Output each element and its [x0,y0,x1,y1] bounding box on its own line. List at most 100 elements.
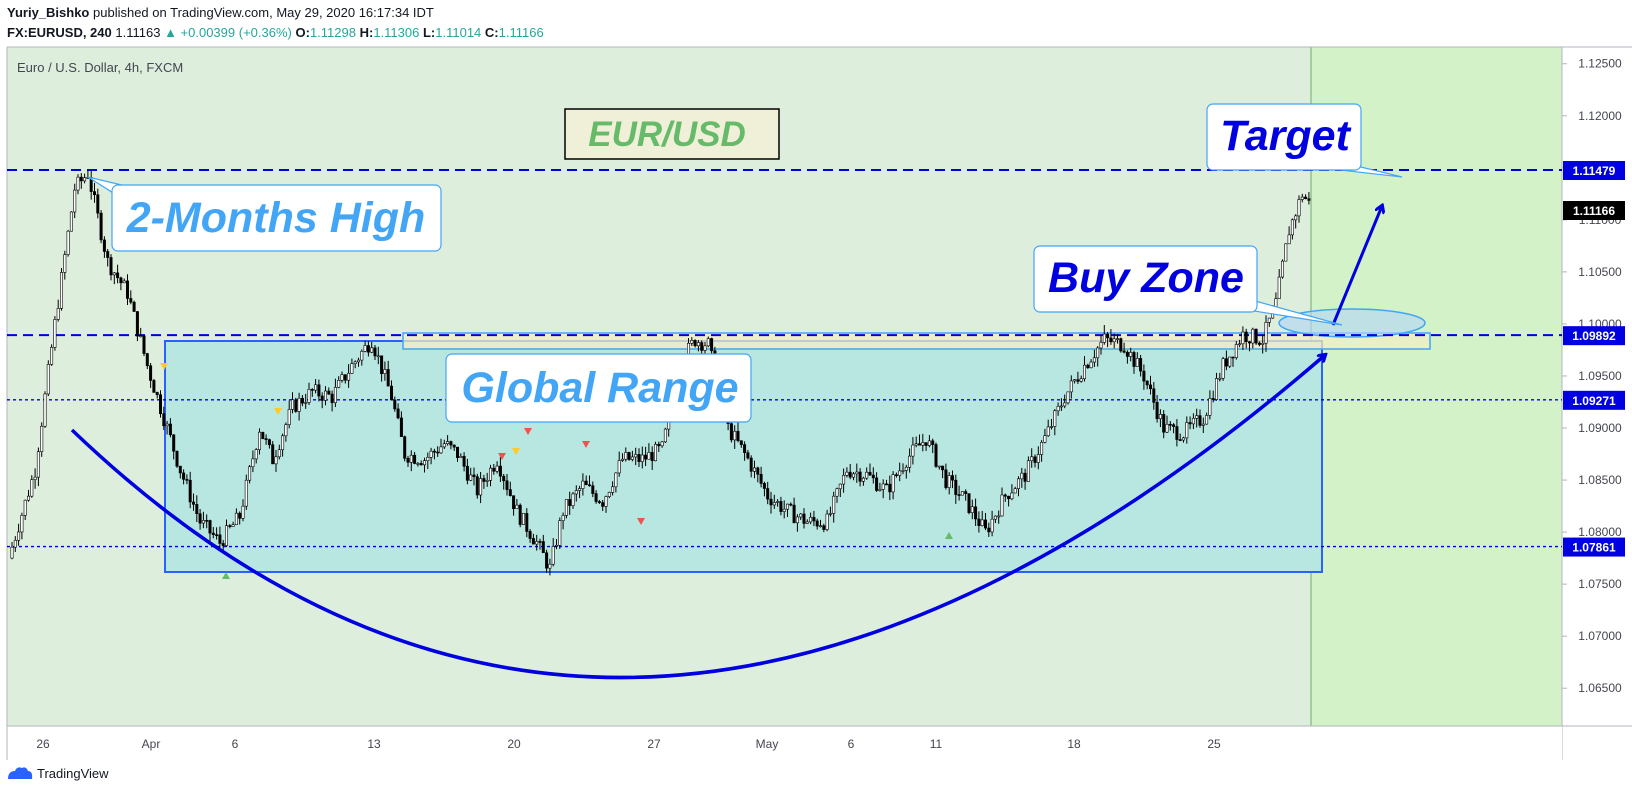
last-price: 1.11163 [115,25,161,40]
last-price-label: 1.11166 [1573,204,1615,218]
candle-body [241,505,245,519]
candle-body [13,539,17,548]
candle-body [1244,331,1248,342]
candle-body [386,369,390,387]
candle-body [1251,328,1255,344]
candle-body [360,351,364,361]
caution-marker [512,448,520,455]
candle-body [23,499,27,516]
candle-body [403,436,407,459]
candle-body [93,191,97,196]
candle-body [710,338,714,352]
candle-body [1066,391,1070,404]
candle-body [429,450,433,458]
candle-body [363,345,367,352]
candle-body [469,474,473,481]
candle-body [838,483,842,490]
candle-body [380,355,384,375]
candle-body [614,472,618,488]
candle-body [1053,410,1057,427]
sell-marker [498,453,506,460]
candle-body [413,454,417,464]
candle-body [1205,415,1209,425]
candle-body [1185,422,1189,439]
candle-body [1099,342,1103,349]
y-tick-label: 1.08500 [1578,473,1622,487]
candle-body [950,475,954,481]
candle-body [818,525,822,528]
candle-body [693,340,697,347]
candle-body [198,513,202,524]
author-name[interactable]: Yuriy_Bishko [7,5,90,20]
candle-body [376,355,380,358]
candle-body [881,483,885,490]
candle-body [792,504,796,524]
candle-body [541,541,545,554]
candle-body [465,465,469,481]
candle-body [1172,424,1176,427]
candle-body [627,452,631,460]
candle-body [416,463,420,465]
candle-body [59,272,63,309]
candle-body [581,480,585,489]
candle-body [1152,388,1156,403]
footer-brand[interactable]: TradingView [6,765,109,781]
candle-body [1020,472,1024,480]
candle-body [795,516,799,524]
candle-body [106,251,110,258]
candle-body [1007,495,1011,500]
candle-body [1294,215,1298,221]
candle-body [548,563,552,569]
candle-body [1182,437,1186,441]
candle-body [1083,364,1087,380]
chart[interactable]: 1.125001.120001.115001.110001.105001.100… [0,0,1632,760]
candle-body [152,380,156,393]
candle-body [1297,199,1301,217]
candle-body [799,513,803,518]
candle-body [825,513,829,530]
candle-body [492,467,496,472]
candle-body [977,518,981,526]
x-tick-label: 13 [367,737,381,751]
candle-body [347,373,351,381]
candle-body [399,417,403,437]
candle-body [40,425,44,452]
candle-body [875,477,879,491]
candle-body [584,480,588,486]
candle-body [983,519,987,529]
candle-body [218,534,222,544]
candle-body [337,380,341,388]
buy-callout-text: Buy Zone [1048,254,1244,302]
buy-zone-strip [402,332,1431,350]
open-label: O: [295,25,310,40]
candle-body [1003,494,1007,497]
candle-body [993,515,997,520]
candle-body [221,543,225,546]
candle-body [446,441,450,444]
tradingview-logo-icon [8,767,33,779]
candle-body [1221,358,1225,379]
candle-body [406,457,410,463]
high-callout-box [111,184,442,252]
candle-body [1010,492,1014,500]
candle-body [868,471,872,476]
candle-body [436,451,440,454]
candle-body [274,456,278,465]
candle-body [663,428,667,443]
candle-body [640,454,644,462]
high-callout-text: 2-Months High [126,194,426,242]
candle-body [479,478,483,496]
candle-body [660,441,664,447]
candle-body [178,465,182,474]
level-label: 1.07861 [1572,541,1616,555]
x-tick-label: 25 [1207,737,1221,751]
candle-body [729,423,733,441]
candle-body [1195,415,1199,419]
candle-body [333,387,337,404]
candle-body [1234,344,1238,358]
target-callout-text: Target [1220,112,1351,160]
candle-body [56,308,60,320]
candle-body [459,456,463,458]
candle-body [350,363,354,374]
symbol-label[interactable]: FX:EURUSD, 240 [7,25,112,40]
